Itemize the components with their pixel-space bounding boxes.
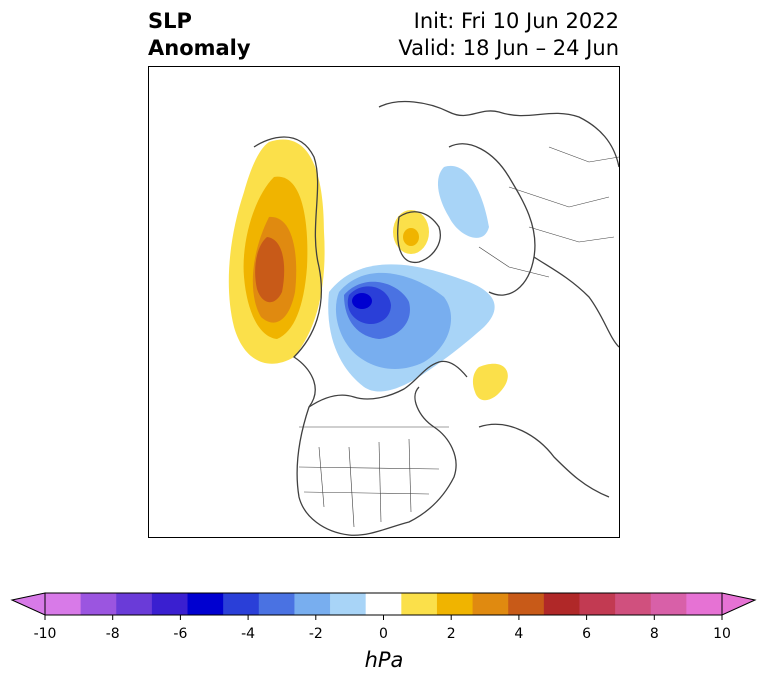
init-date: Init: Fri 10 Jun 2022	[413, 9, 619, 33]
colorbar-tick-label: 0	[379, 626, 388, 642]
valid-range: Valid: 18 Jun – 24 Jun	[398, 36, 619, 60]
colorbar-segments	[45, 593, 723, 615]
colorbar-segment	[543, 593, 580, 615]
colorbar	[10, 592, 757, 620]
colorbar-tick-label: -4	[241, 626, 256, 642]
colorbar-tick-label: -10	[33, 626, 57, 642]
title-field: Anomaly	[148, 36, 251, 60]
colorbar-tick-label: 4	[514, 626, 524, 642]
colorbar-units: hPa	[364, 648, 404, 672]
colorbar-tick-label: 8	[649, 626, 659, 642]
colorbar-tick-label: 2	[446, 626, 456, 642]
colorbar-segment	[151, 593, 189, 615]
colorbar-segment	[615, 593, 652, 615]
colorbar-segment	[258, 593, 295, 615]
positive-anomaly-atlantic	[472, 363, 508, 401]
positive-anomaly-west	[228, 139, 325, 364]
colorbar-segment	[80, 593, 117, 615]
colorbar-low-extension	[10, 592, 46, 616]
colorbar-tick-label: -2	[308, 626, 323, 642]
political-borders	[298, 146, 619, 528]
colorbar-segment	[508, 593, 545, 615]
colorbar-tick-label: -8	[105, 626, 120, 642]
colorbar-tick-label: -6	[173, 626, 188, 642]
colorbar-segment	[686, 593, 723, 615]
map-title: SLP Anomaly	[148, 8, 251, 62]
colorbar-segment	[330, 593, 367, 615]
colorbar-segment	[401, 593, 438, 615]
colorbar-segment	[45, 593, 82, 615]
positive-anomaly-greenland	[393, 210, 429, 254]
negative-anomaly-hudson	[328, 264, 495, 392]
colorbar-segment	[472, 593, 509, 615]
colorbar-segment	[579, 593, 616, 615]
colorbar-segment	[187, 593, 224, 615]
colorbar-high-extension	[721, 592, 757, 616]
colorbar-segment	[223, 593, 260, 615]
colorbar-tick-label: 10	[713, 626, 731, 642]
colorbar-segment	[650, 593, 687, 615]
colorbar-segment	[436, 593, 474, 615]
map-dates: Init: Fri 10 Jun 2022 Valid: 18 Jun – 24…	[398, 8, 619, 62]
colorbar-segment	[116, 593, 153, 615]
negative-anomaly-siberia	[437, 165, 489, 238]
colorbar-segment	[365, 593, 402, 615]
colorbar-tick-label: 6	[582, 626, 592, 642]
coastlines	[253, 100, 619, 536]
colorbar-ticks	[44, 615, 723, 620]
colorbar-segment	[294, 593, 331, 615]
title-variable: SLP	[148, 9, 192, 33]
map-canvas	[228, 100, 619, 536]
anomaly-map	[148, 66, 620, 538]
